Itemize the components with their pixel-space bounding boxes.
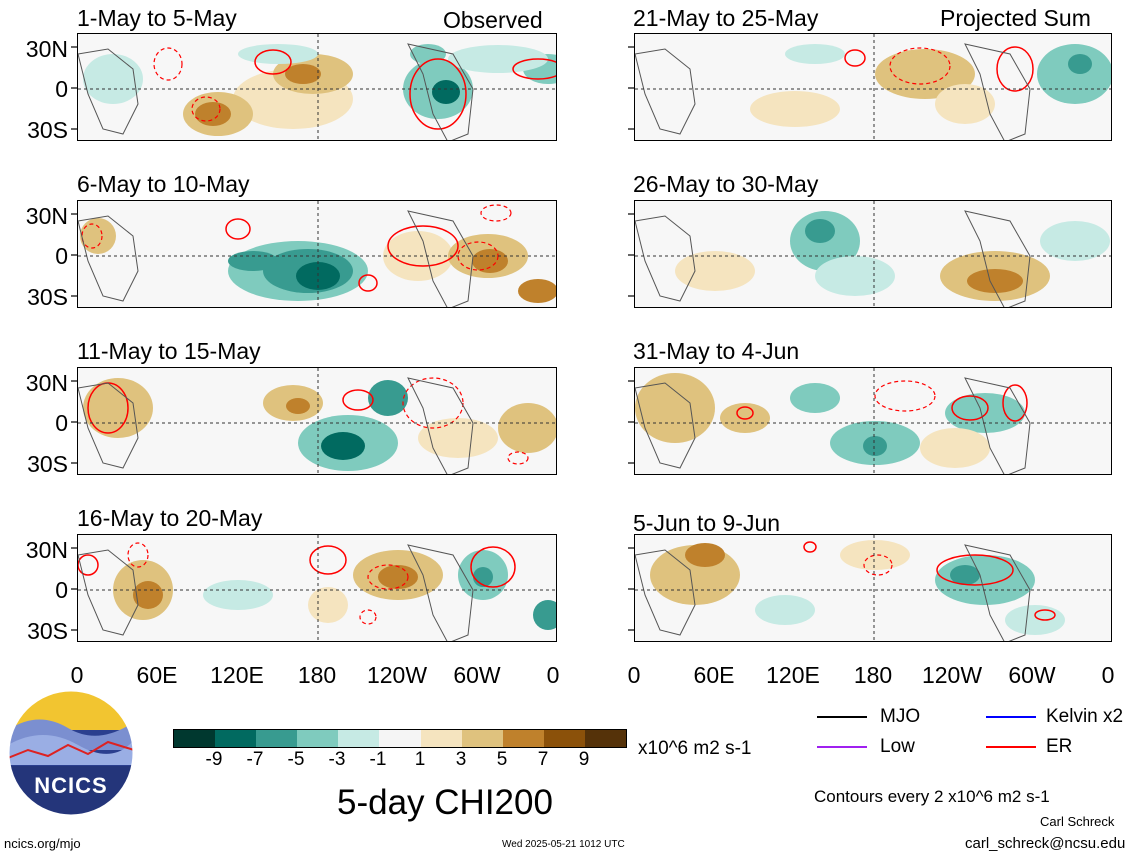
- panel-title: 5-Jun to 9-Jun: [633, 510, 781, 536]
- legend-line-kelvin: [986, 716, 1036, 718]
- lon-label: 60E: [136, 662, 178, 688]
- colorbar-swatch: [174, 730, 216, 747]
- lat-label: 0: [55, 76, 68, 102]
- colorbar-tick: 7: [537, 749, 549, 770]
- lat-label: 0: [55, 243, 68, 269]
- map-panel-p2: [77, 200, 557, 308]
- colorbar-swatch: [215, 730, 257, 747]
- lon-label: 180: [297, 662, 337, 688]
- colorbar-swatch: [379, 730, 421, 747]
- colorbar-tick: 3: [455, 749, 467, 770]
- lon-label: 120E: [210, 662, 264, 688]
- colorbar-tick: 9: [578, 749, 590, 770]
- colorbar-swatch: [420, 730, 462, 747]
- colorbar-tick: -9: [205, 749, 223, 770]
- lat-label: 30N: [25, 203, 68, 229]
- legend-label-kelvin: Kelvin x2: [1046, 706, 1124, 727]
- map-panel-p1: [77, 33, 557, 141]
- ncics-logo: NCICS: [8, 690, 134, 816]
- panel-title: 16-May to 20-May: [77, 505, 263, 531]
- lon-label: 120E: [766, 662, 820, 688]
- observed-label: Observed: [443, 7, 543, 33]
- lon-label: 120W: [366, 662, 428, 688]
- legend-label-er: ER: [1046, 736, 1073, 757]
- colorbar-tick: 1: [414, 749, 426, 770]
- legend-label-mjo: MJO: [880, 706, 921, 727]
- panel-title: 26-May to 30-May: [633, 171, 819, 197]
- colorbar-swatch: [543, 730, 585, 747]
- lat-label: 30S: [27, 284, 68, 310]
- map-panel-p5: [634, 33, 1112, 141]
- map-panel-p6: [634, 200, 1112, 308]
- colorbar-swatch: [256, 730, 298, 747]
- footer-author: Carl Schreck: [1040, 814, 1115, 829]
- colorbar-tick: -1: [369, 749, 387, 770]
- colorbar-tick: -3: [328, 749, 346, 770]
- map-panel-p4: [77, 534, 557, 642]
- colorbar-swatch: [584, 730, 627, 747]
- colorbar-tick: -7: [246, 749, 264, 770]
- lat-label: 30S: [27, 117, 68, 143]
- lon-label: 0: [627, 662, 641, 688]
- legend-line-low: [817, 746, 867, 748]
- lon-label: 0: [1101, 662, 1115, 688]
- lat-label: 0: [55, 410, 68, 436]
- main-title: 5-day CHI200: [337, 783, 553, 822]
- panel-title: 31-May to 4-Jun: [633, 338, 800, 364]
- lon-label: 120W: [921, 662, 983, 688]
- colorbar-tick: -5: [287, 749, 305, 770]
- colorbar-swatch: [297, 730, 339, 747]
- colorbar-swatch: [502, 730, 544, 747]
- legend-line-mjo: [817, 716, 867, 718]
- colorbar-tick: 5: [496, 749, 508, 770]
- lon-label: 0: [70, 662, 84, 688]
- panel-title: 1-May to 5-May: [77, 5, 237, 31]
- colorbar-swatch: [338, 730, 380, 747]
- colorbar-units: x10^6 m2 s-1: [638, 738, 752, 759]
- map-panel-p3: [77, 367, 557, 475]
- projected-label: Projected Sum: [940, 5, 1091, 31]
- lon-label: 180: [853, 662, 893, 688]
- map-panel-p7: [634, 367, 1112, 475]
- lon-label: 0: [546, 662, 560, 688]
- lon-label: 60W: [1008, 662, 1056, 688]
- colorbar: [173, 729, 627, 748]
- legend-label-low: Low: [880, 736, 915, 757]
- lon-label: 60W: [453, 662, 501, 688]
- contours-note: Contours every 2 x10^6 m2 s-1: [814, 787, 1050, 806]
- panel-title: 11-May to 15-May: [77, 338, 261, 364]
- lat-label: 0: [55, 577, 68, 603]
- lat-label: 30S: [27, 618, 68, 644]
- colorbar-swatch: [461, 730, 503, 747]
- footer-timestamp: Wed 2025-05-21 1012 UTC: [502, 839, 625, 850]
- legend-line-er: [986, 746, 1036, 748]
- lat-label: 30N: [25, 370, 68, 396]
- lat-label: 30N: [25, 36, 68, 62]
- lat-label: 30S: [27, 451, 68, 477]
- footer-url: ncics.org/mjo: [4, 836, 81, 851]
- panel-title: 6-May to 10-May: [77, 171, 250, 197]
- footer-email: carl_schreck@ncsu.edu: [965, 835, 1126, 852]
- map-panel-p8: [634, 534, 1112, 642]
- lat-label: 30N: [25, 537, 68, 563]
- lon-label: 60E: [693, 662, 735, 688]
- logo-text: NCICS: [34, 773, 107, 798]
- panel-title: 21-May to 25-May: [633, 5, 819, 31]
